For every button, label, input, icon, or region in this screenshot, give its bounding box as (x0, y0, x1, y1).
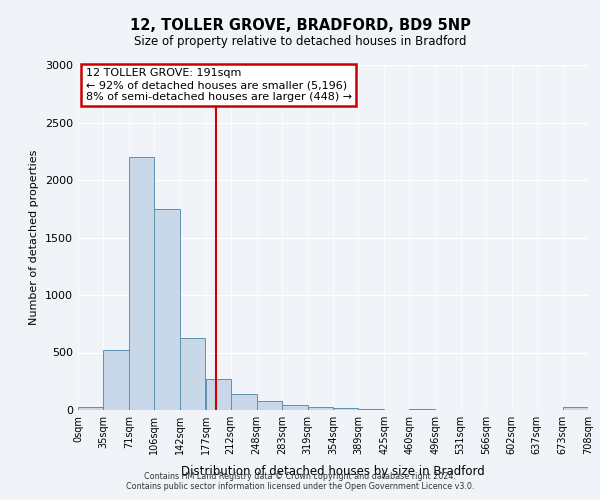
Bar (231, 394, 257, 410)
Y-axis label: Number of detached properties: Number of detached properties (29, 150, 40, 325)
Text: 12, TOLLER GROVE, BRADFORD, BD9 5NP: 12, TOLLER GROVE, BRADFORD, BD9 5NP (130, 18, 470, 32)
Bar (129, 157, 154, 410)
Text: Contains HM Land Registry data © Crown copyright and database right 2024.: Contains HM Land Registry data © Crown c… (144, 472, 456, 481)
Bar (78, 407, 103, 410)
X-axis label: Distribution of detached houses by size in Bradford: Distribution of detached houses by size … (181, 466, 485, 478)
Bar (333, 408, 358, 410)
Bar (308, 406, 333, 410)
Bar (205, 379, 231, 410)
Text: Contains public sector information licensed under the Open Government Licence v3: Contains public sector information licen… (126, 482, 474, 491)
Bar (154, 209, 180, 410)
Bar (257, 402, 282, 410)
Bar (282, 405, 308, 410)
Bar (103, 350, 129, 410)
Text: 12 TOLLER GROVE: 191sqm
← 92% of detached houses are smaller (5,196)
8% of semi-: 12 TOLLER GROVE: 191sqm ← 92% of detache… (86, 68, 352, 102)
Text: Size of property relative to detached houses in Bradford: Size of property relative to detached ho… (134, 35, 466, 48)
Bar (563, 407, 588, 410)
Bar (180, 338, 205, 410)
